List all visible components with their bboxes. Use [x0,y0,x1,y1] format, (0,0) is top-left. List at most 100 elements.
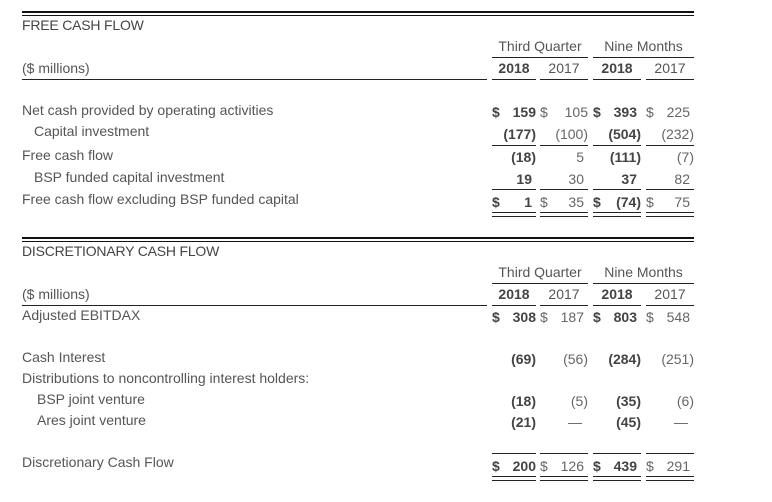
subtotal-rule [646,453,694,454]
subtotal-rule [540,145,588,146]
value-cell: 30 [568,171,584,187]
year-underline [540,305,588,306]
units-label: ($ millions) [22,60,90,76]
row-label: Ares joint venture [37,412,146,428]
year-header: 2018 [601,60,633,76]
subtotal-rule [540,453,588,454]
year-header: 2018 [498,60,530,76]
value-cell: (6) [676,393,694,409]
value-cell: 5 [576,149,584,165]
value-cell: (69) [511,351,536,367]
year-header: 2017 [654,286,686,302]
row-label: BSP joint venture [37,391,145,407]
period-header-third-quarter: Third Quarter [498,264,582,280]
subtotal-rule [492,189,536,190]
value-cell: $548 [646,309,690,325]
value-cell: (251) [661,351,694,367]
row-label: BSP funded capital investment [34,169,225,185]
value-cell: $159 [492,104,536,120]
year-underline [646,305,694,306]
period-underline [492,283,588,284]
year-header: 2018 [601,286,633,302]
value-cell: $75 [646,194,690,210]
subtotal-rule [593,453,641,454]
value-cell: (504) [608,126,641,142]
row-label: Capital investment [34,123,150,139]
value-cell: $200 [492,458,536,474]
year-header: 2018 [498,286,530,302]
subtotal-rule [492,453,536,454]
value-cell: $ (74) [593,194,641,210]
value-cell: (177) [503,126,536,142]
year-underline [646,79,694,80]
subtotal-rule [540,189,588,190]
year-underline [492,305,536,306]
year-header: 2017 [654,60,686,76]
row-label: Adjusted EBITDAX [22,307,141,323]
row-label: Free cash flow [22,147,114,163]
value-cell: (7) [676,149,694,165]
subtotal-rule [593,189,641,190]
year-underline [593,305,641,306]
value-cell: 82 [674,171,690,187]
total-double-rule [646,476,694,481]
value-cell: 37 [621,171,637,187]
value-cell: (232) [661,126,694,142]
period-underline [593,57,694,58]
value-cell: $1 [492,194,532,210]
period-header-nine-months: Nine Months [604,264,683,280]
period-header-third-quarter: Third Quarter [498,38,582,54]
row-label: Net cash provided by operating activitie… [22,102,274,118]
row-label: Cash Interest [22,349,106,365]
period-header-nine-months: Nine Months [604,38,683,54]
row-label: Free cash flow excluding BSP funded capi… [22,191,299,207]
total-double-rule [540,476,588,481]
value-cell: $225 [646,104,690,120]
value-cell: (5) [570,393,588,409]
section-title: FREE CASH FLOW [22,17,144,33]
year-header: 2017 [548,286,580,302]
value-cell: $187 [540,309,584,325]
period-underline [593,283,694,284]
year-underline [540,79,588,80]
section-title: DISCRETIONARY CASH FLOW [22,243,220,259]
total-double-rule [492,212,536,217]
value-cell: $105 [540,104,588,120]
value-cell: (18) [511,149,536,165]
total-double-rule [593,476,641,481]
value-cell: (111) [609,149,641,165]
value-cell: $393 [593,104,637,120]
value-cell: $439 [593,458,637,474]
value-cell: $308 [492,309,536,325]
value-cell: (56) [563,351,588,367]
total-double-rule [540,212,588,217]
value-cell: $35 [540,194,584,210]
value-cell: (35) [616,393,641,409]
value-cell: (21) [511,414,536,430]
label-underline [22,305,487,306]
value-cell: (45) [616,414,641,430]
value-cell: (18) [511,393,536,409]
value-cell: (100) [555,126,588,142]
label-underline [22,79,487,80]
units-label: ($ millions) [22,286,90,302]
value-cell: (284) [608,351,641,367]
value-cell: $803 [593,309,637,325]
total-double-rule [492,476,536,481]
year-underline [492,79,536,80]
year-header: 2017 [548,60,580,76]
total-double-rule [593,212,641,217]
value-cell: — [568,414,582,430]
value-cell: $126 [540,458,584,474]
row-label: Distributions to noncontrolling interest… [22,370,310,386]
subtotal-rule [593,145,641,146]
subtotal-rule [492,145,536,146]
year-underline [593,79,641,80]
value-cell: 19 [516,171,532,187]
discretionary-cash-flow-table: DISCRETIONARY CASH FLOW Third Quarter Ni… [22,0,694,502]
subtotal-rule [646,145,694,146]
top-double-rule [22,11,694,16]
value-cell: $291 [646,458,690,474]
period-underline [492,57,588,58]
value-cell: — [674,414,688,430]
